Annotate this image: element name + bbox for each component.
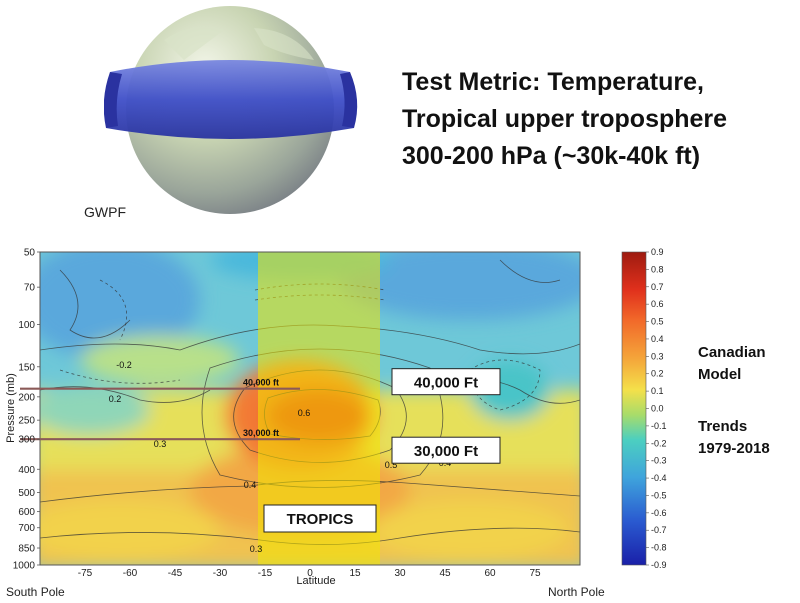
reference-line-label: 40,000 ft bbox=[243, 378, 279, 388]
x-tick-label: 45 bbox=[439, 568, 451, 579]
colorbar-tick-label: -0.3 bbox=[651, 456, 667, 466]
y-tick-label: 200 bbox=[18, 392, 35, 403]
x-tick-label: -45 bbox=[168, 568, 183, 579]
credit-label: GWPF bbox=[84, 204, 126, 220]
y-tick-label: 600 bbox=[18, 507, 35, 518]
model-line-1: Canadian bbox=[698, 344, 766, 361]
altitude-callout-box bbox=[391, 436, 501, 464]
colorbar-ticks: 0.9 0.8 0.7 0.6 0.5 0.4 0.3 0.2 0.1 0.0 -0.1 -0.2 -0… bbox=[646, 247, 667, 570]
colorbar-tick-label: 0.4 bbox=[651, 334, 664, 344]
contour-label: 0.3 bbox=[154, 439, 167, 449]
y-tick-label: 250 bbox=[18, 416, 35, 427]
y-axis-title: Pressure (mb) bbox=[5, 373, 17, 443]
x-tick-label: -30 bbox=[213, 568, 228, 579]
headline: Test Metric: Temperature, Tropical upper… bbox=[402, 64, 792, 175]
colorbar-tick-label: 0.5 bbox=[651, 317, 664, 327]
reference-levels: 40,000 ft 40,000 Ft 30,000 ft 30,000 Ft bbox=[20, 368, 501, 464]
y-tick-label: 70 bbox=[24, 283, 36, 294]
y-tick-label: 100 bbox=[18, 320, 35, 331]
colorbar-tick-label: -0.5 bbox=[651, 490, 667, 500]
trend-label: Trends 1979-2018 bbox=[698, 416, 770, 460]
colorbar-tick-label: 0.8 bbox=[651, 264, 664, 274]
south-pole-label: South Pole bbox=[6, 585, 65, 599]
headline-line-3: 300-200 hPa (~30k-40k ft) bbox=[402, 142, 701, 170]
contour-label: 0.6 bbox=[298, 408, 311, 418]
colorbar-tick-label: -0.6 bbox=[651, 508, 667, 518]
x-tick-label: -15 bbox=[258, 568, 273, 579]
plot-frame bbox=[39, 251, 581, 566]
x-tick-label: -75 bbox=[78, 568, 93, 579]
colorbar-tick-label: -0.8 bbox=[651, 543, 667, 553]
x-tick-label: 75 bbox=[529, 568, 541, 579]
tropics-label: TROPICS bbox=[287, 511, 354, 528]
contour-label: 0.2 bbox=[109, 394, 122, 404]
y-axis-ticks: 50 70 100 150 200 250 300 400 500 600 700 850 1000 bbox=[13, 248, 40, 572]
contour-label: 0.4 bbox=[244, 480, 257, 490]
y-tick-label: 700 bbox=[18, 523, 35, 534]
colorbar-tick-label: -0.1 bbox=[651, 421, 667, 431]
headline-line-2: Tropical upper troposphere bbox=[402, 105, 728, 133]
x-tick-label: 15 bbox=[349, 568, 361, 579]
tropics-callout: TROPICS bbox=[263, 504, 377, 533]
globe-icon bbox=[103, 6, 358, 214]
x-axis-title: Latitude bbox=[296, 575, 335, 587]
altitude-callout-label: 30,000 Ft bbox=[414, 443, 478, 460]
reference-line-label: 30,000 ft bbox=[243, 428, 279, 438]
colorbar-tick-label: 0.2 bbox=[651, 369, 664, 379]
y-tick-label: 150 bbox=[18, 362, 35, 373]
model-label: Canadian Model bbox=[698, 342, 766, 386]
colorbar-tick-label: 0.0 bbox=[651, 404, 664, 414]
colorbar-tick-label: -0.2 bbox=[651, 438, 667, 448]
x-tick-label: 60 bbox=[484, 568, 496, 579]
x-tick-label: 0 bbox=[307, 568, 313, 579]
colorbar-tick-label: 0.1 bbox=[651, 386, 664, 396]
altitude-callout-box bbox=[391, 368, 501, 396]
y-tick-label: 400 bbox=[18, 465, 35, 476]
y-tick-label: 50 bbox=[24, 248, 36, 259]
colorbar-tick-label: 0.3 bbox=[651, 351, 664, 361]
x-tick-label: 30 bbox=[394, 568, 406, 579]
y-tick-label: 1000 bbox=[13, 561, 36, 572]
y-tick-label: 500 bbox=[18, 488, 35, 499]
colorbar-tick-label: -0.9 bbox=[651, 560, 667, 570]
trend-line-2: 1979-2018 bbox=[698, 440, 770, 457]
contour-label: 0.5 bbox=[385, 460, 398, 470]
north-pole-label: North Pole bbox=[548, 585, 605, 599]
headline-line-1: Test Metric: Temperature, bbox=[402, 68, 704, 96]
altitude-callout-label: 40,000 Ft bbox=[414, 375, 478, 392]
colorbar-tick-label: 0.6 bbox=[651, 299, 664, 309]
colorbar-tick-label: 0.9 bbox=[651, 247, 664, 257]
globe-illustration bbox=[103, 0, 364, 220]
trend-line-1: Trends bbox=[698, 418, 748, 435]
temperature-trend-chart: 0.60.50.40.30.2-0.20.30.4 40,000 ft40,00… bbox=[5, 247, 667, 599]
model-line-2: Model bbox=[698, 366, 742, 383]
colorbar bbox=[621, 251, 647, 566]
colorbar-tick-label: -0.7 bbox=[651, 525, 667, 535]
colorbar-tick-label: 0.7 bbox=[651, 282, 664, 292]
contour-label: -0.2 bbox=[116, 360, 132, 370]
y-tick-label: 300 bbox=[18, 435, 35, 446]
x-tick-label: -60 bbox=[123, 568, 138, 579]
colorbar-tick-label: -0.4 bbox=[651, 473, 667, 483]
x-axis-ticks: -75 -60 -45 -30 -15 0 15 30 45 60 75 bbox=[78, 568, 541, 579]
contour-label: 0.3 bbox=[250, 544, 263, 554]
y-tick-label: 850 bbox=[18, 544, 35, 555]
